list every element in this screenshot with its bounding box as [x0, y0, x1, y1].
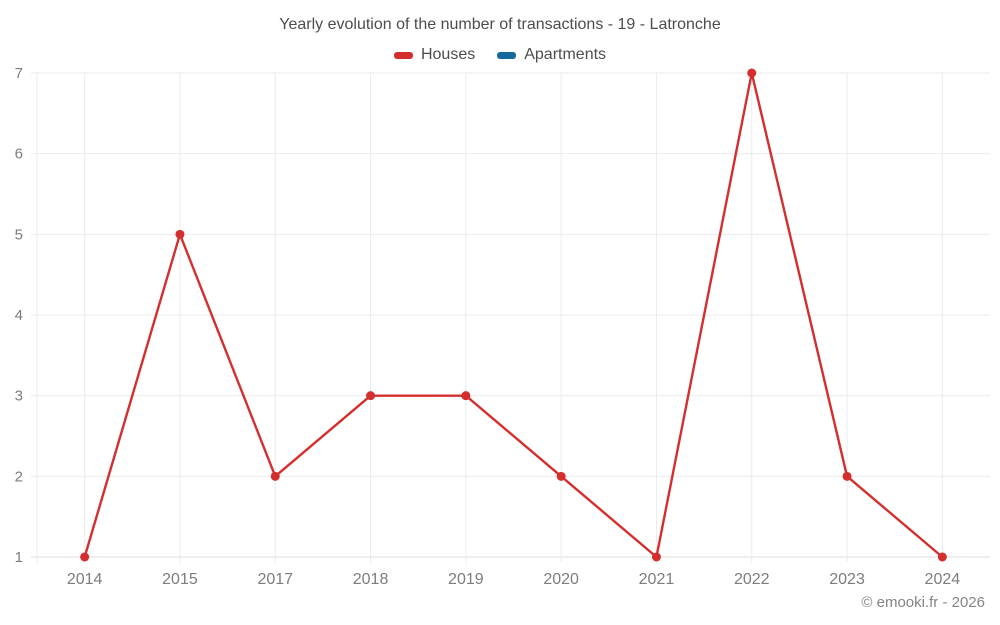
data-point-2022[interactable]	[747, 68, 757, 78]
houses-series-swatch-icon	[393, 51, 413, 59]
data-point-2014[interactable]	[80, 552, 90, 562]
x-tick-label: 2018	[353, 571, 389, 588]
y-tick-label: 7	[15, 65, 23, 82]
legend-label-apartments: Apartments	[524, 46, 607, 63]
x-tick-label: 2014	[67, 571, 103, 588]
y-tick-label: 4	[15, 307, 23, 324]
chart-title: Yearly evolution of the number of transa…	[279, 16, 721, 33]
x-tick-label: 2024	[925, 571, 961, 588]
data-point-2015[interactable]	[175, 229, 185, 239]
legend-item-apartments[interactable]: Apartments	[497, 46, 606, 64]
x-tick-label: 2015	[162, 571, 198, 588]
copyright-attribution: © emooki.fr - 2026	[861, 594, 985, 611]
legend-label-houses: Houses	[420, 46, 476, 63]
data-point-2019[interactable]	[461, 391, 471, 401]
y-tick-label: 2	[15, 468, 23, 485]
x-tick-label: 2017	[257, 571, 293, 588]
y-tick-label: 3	[15, 388, 23, 405]
legend-item-houses[interactable]: Houses	[393, 46, 476, 64]
apartments-series-swatch-icon	[497, 51, 517, 59]
chart-legend: Houses Apartments	[0, 46, 1000, 64]
data-point-2023[interactable]	[842, 471, 852, 481]
data-point-2021[interactable]	[651, 552, 661, 562]
y-tick-label: 5	[15, 226, 23, 243]
series-line-houses	[83, 71, 944, 559]
x-tick-label: 2019	[448, 571, 484, 588]
y-tick-label: 1	[15, 549, 23, 566]
data-point-2017[interactable]	[270, 471, 280, 481]
x-tick-label: 2021	[639, 571, 675, 588]
y-tick-label: 6	[15, 146, 23, 163]
x-tick-label: 2022	[734, 571, 770, 588]
data-point-2018[interactable]	[366, 391, 376, 401]
x-tick-label: 2020	[543, 571, 579, 588]
x-tick-label: 2023	[829, 571, 865, 588]
data-point-2020[interactable]	[556, 471, 566, 481]
data-point-2024[interactable]	[937, 552, 947, 562]
